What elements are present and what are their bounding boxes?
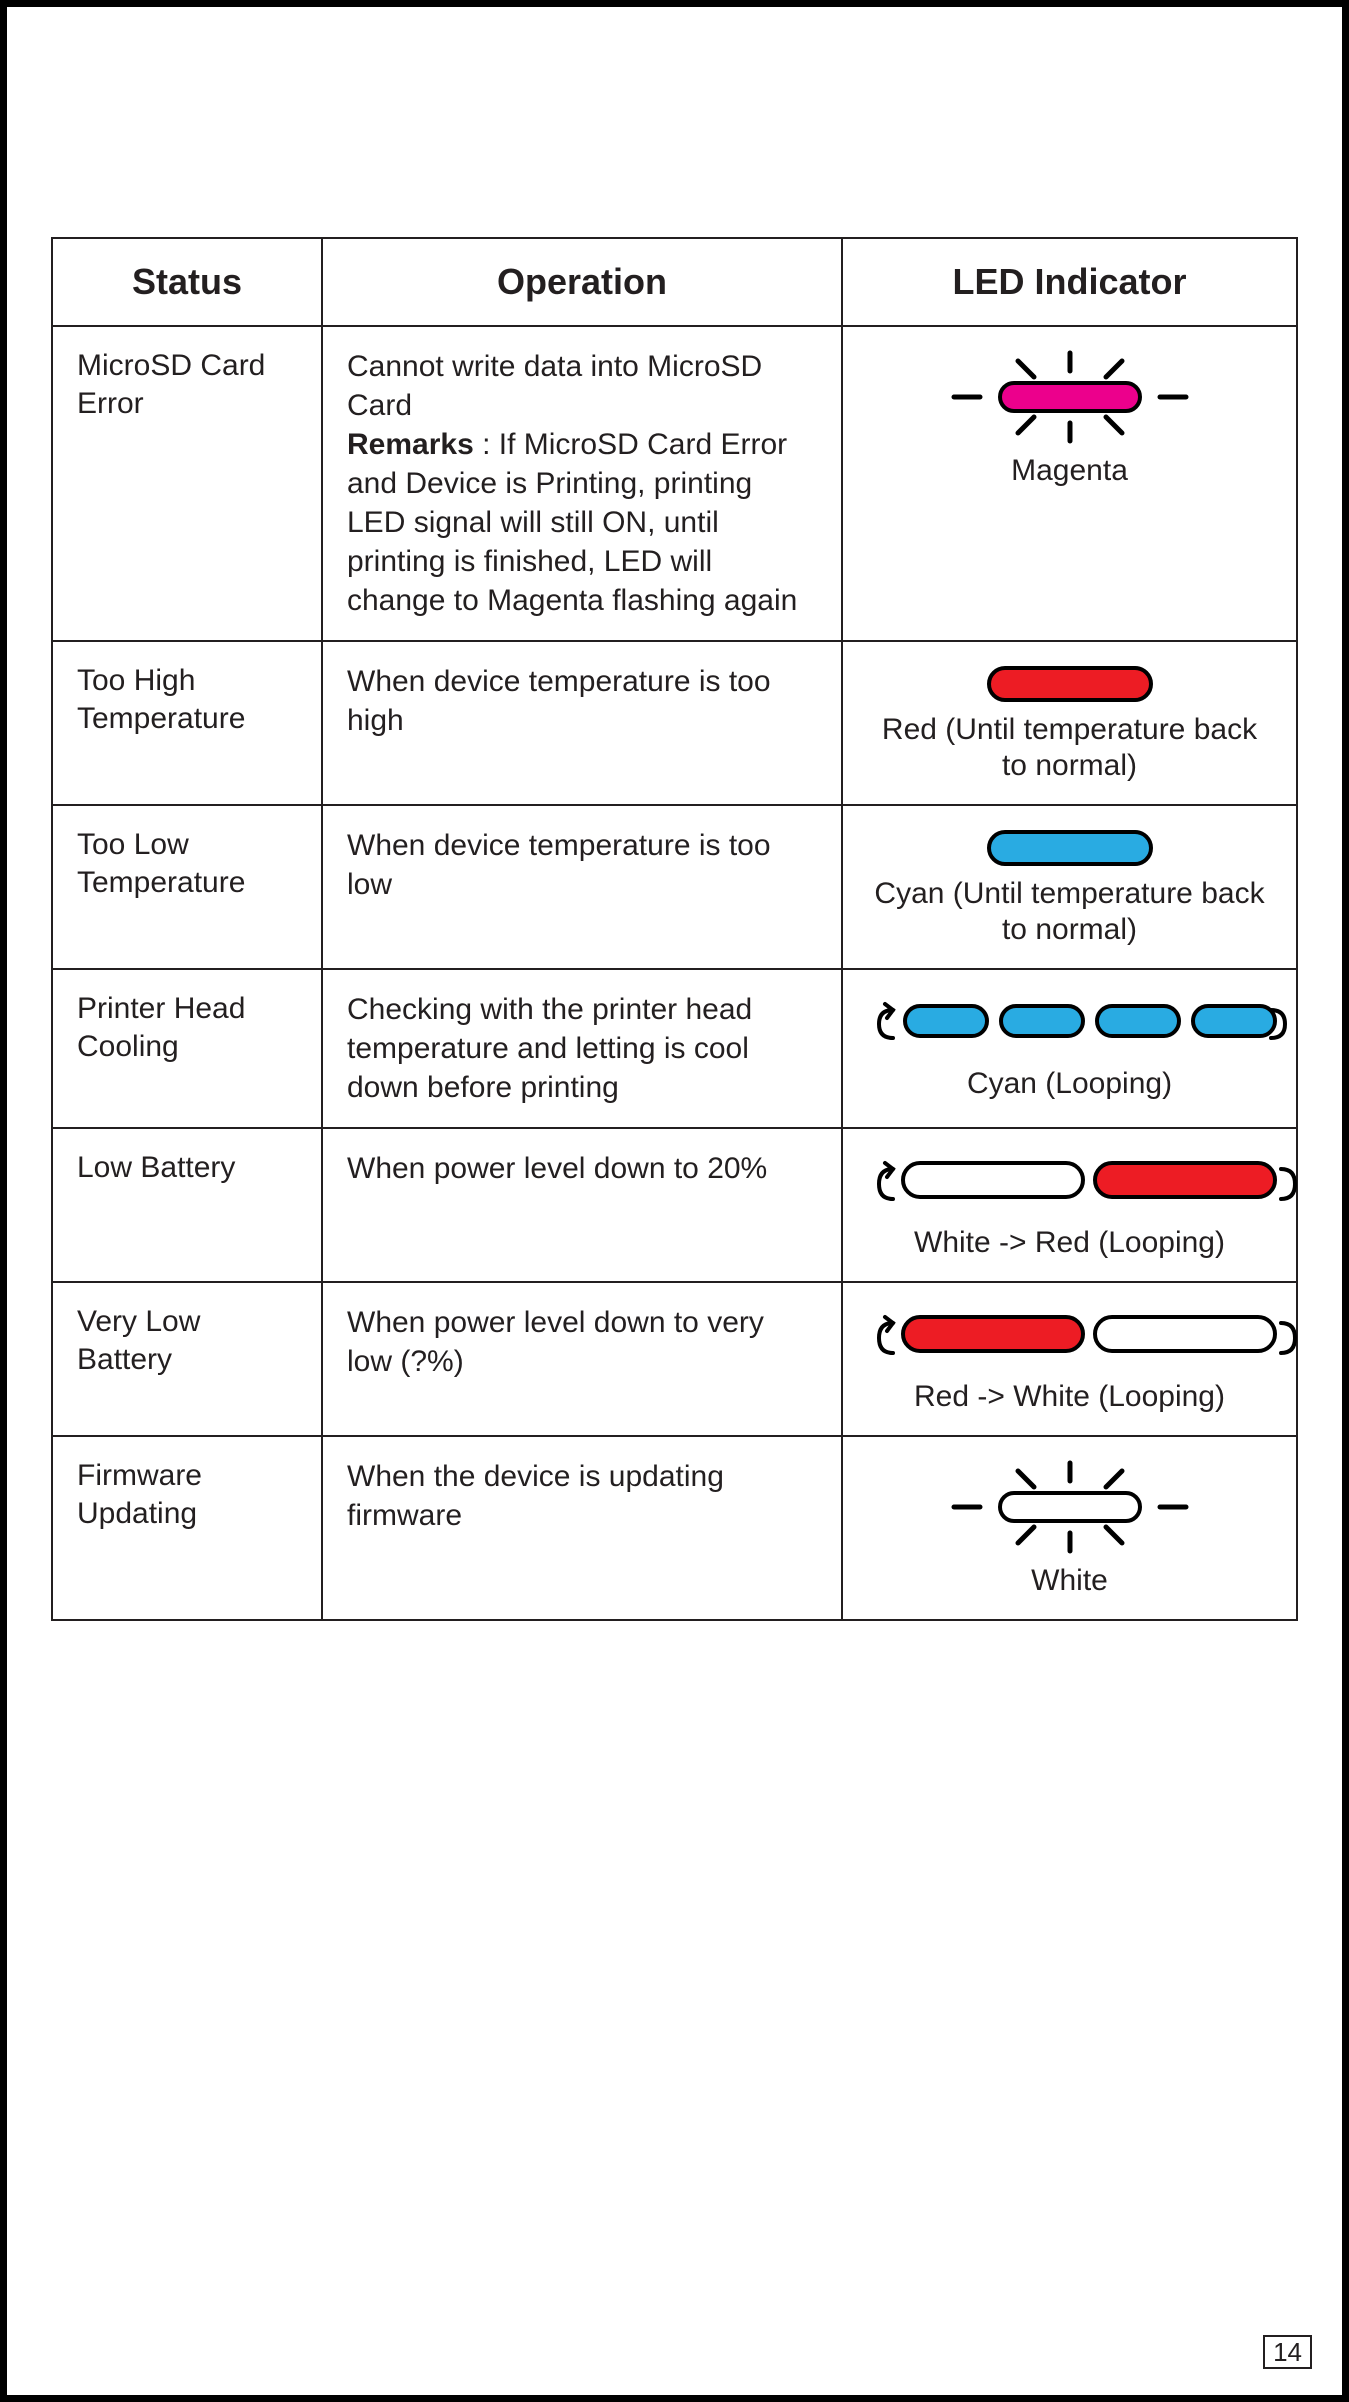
operation-cell: When device temperature is too high — [322, 641, 842, 805]
led-icon-red-solid — [985, 662, 1155, 706]
status-cell: MicroSD Card Error — [52, 326, 322, 641]
operation-text-pre: Cannot write data into MicroSD Card — [347, 350, 762, 422]
led-indicator-cell: White -> Red (Looping) — [842, 1128, 1297, 1282]
col-header-operation: Operation — [322, 238, 842, 326]
operation-remarks-label: Remarks — [347, 428, 474, 461]
table-row: Too High Temperature When device tempera… — [52, 641, 1297, 805]
led-icon-cyan-looping — [867, 990, 1297, 1060]
led-indicator-cell: White — [842, 1436, 1297, 1620]
led-label: Magenta — [867, 453, 1272, 489]
led-icon-white-flashing — [940, 1457, 1200, 1557]
led-status-table: Status Operation LED Indicator MicroSD C… — [51, 237, 1298, 1621]
led-label: Cyan (Looping) — [867, 1066, 1272, 1102]
table-row: MicroSD Card Error Cannot write data int… — [52, 326, 1297, 641]
table-row: Too Low Temperature When device temperat… — [52, 805, 1297, 969]
led-icon-red-white-looping — [867, 1303, 1307, 1373]
status-cell: Too High Temperature — [52, 641, 322, 805]
led-icon-magenta-flashing — [940, 347, 1200, 447]
led-indicator-cell: Cyan (Until temperature back to normal) — [842, 805, 1297, 969]
col-header-led: LED Indicator — [842, 238, 1297, 326]
operation-cell: Cannot write data into MicroSD Card Rema… — [322, 326, 842, 641]
page-number: 14 — [1263, 2335, 1312, 2369]
manual-page: Status Operation LED Indicator MicroSD C… — [0, 0, 1349, 2402]
table-row: Very Low Battery When power level down t… — [52, 1282, 1297, 1436]
status-cell: Firmware Updating — [52, 1436, 322, 1620]
table-header-row: Status Operation LED Indicator — [52, 238, 1297, 326]
operation-cell: When device temperature is too low — [322, 805, 842, 969]
led-label: White -> Red (Looping) — [867, 1225, 1272, 1261]
status-cell: Too Low Temperature — [52, 805, 322, 969]
led-indicator-cell: Cyan (Looping) — [842, 969, 1297, 1128]
led-indicator-cell: Magenta — [842, 326, 1297, 641]
led-label: Cyan (Until temperature back to normal) — [867, 876, 1272, 948]
table-row: Low Battery When power level down to 20%… — [52, 1128, 1297, 1282]
operation-cell: Checking with the printer head temperatu… — [322, 969, 842, 1128]
table-row: Firmware Updating When the device is upd… — [52, 1436, 1297, 1620]
led-label: Red -> White (Looping) — [867, 1379, 1272, 1415]
operation-cell: When power level down to very low (?%) — [322, 1282, 842, 1436]
status-cell: Printer Head Cooling — [52, 969, 322, 1128]
status-cell: Very Low Battery — [52, 1282, 322, 1436]
col-header-status: Status — [52, 238, 322, 326]
led-icon-cyan-solid — [985, 826, 1155, 870]
led-indicator-cell: Red (Until temperature back to normal) — [842, 641, 1297, 805]
operation-cell: When power level down to 20% — [322, 1128, 842, 1282]
table-row: Printer Head Cooling Checking with the p… — [52, 969, 1297, 1128]
operation-cell: When the device is updating firmware — [322, 1436, 842, 1620]
led-icon-white-red-looping — [867, 1149, 1307, 1219]
led-label: White — [867, 1563, 1272, 1599]
status-cell: Low Battery — [52, 1128, 322, 1282]
led-indicator-cell: Red -> White (Looping) — [842, 1282, 1297, 1436]
led-label: Red (Until temperature back to normal) — [867, 712, 1272, 784]
